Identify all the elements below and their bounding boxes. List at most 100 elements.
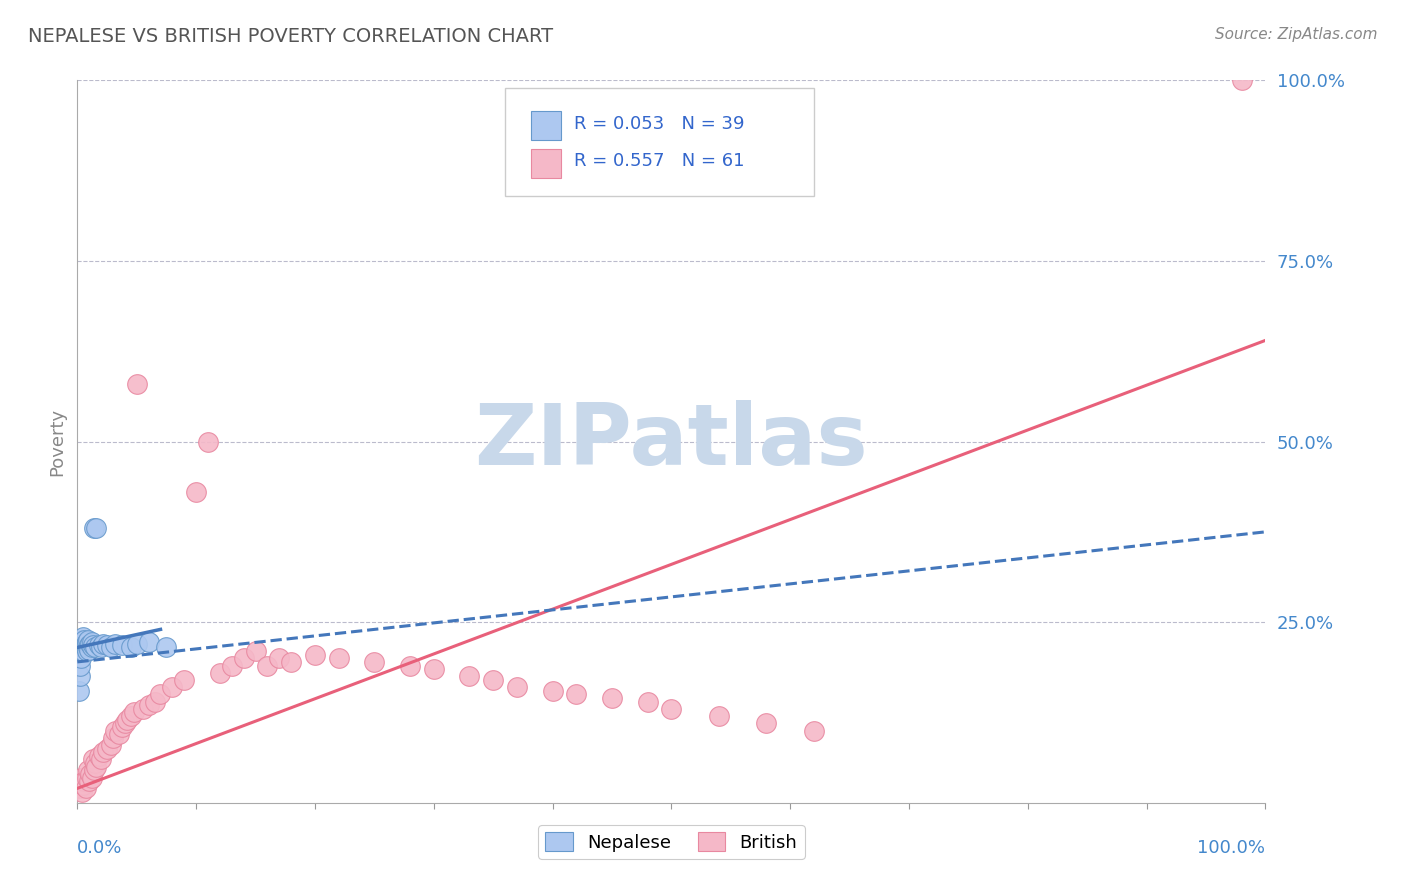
Point (70, 633, 93, 648)
Point (208, 665, 231, 680)
Point (70, 651, 93, 665)
Point (73, 774, 96, 789)
Point (77, 638, 100, 652)
Point (269, 651, 291, 665)
Point (482, 673, 505, 687)
Point (114, 716, 136, 731)
Point (76, 644, 98, 658)
Point (70, 637, 93, 651)
Text: R = 0.053   N = 39: R = 0.053 N = 39 (574, 115, 744, 133)
Point (69, 658, 91, 673)
Point (84, 756, 107, 770)
Point (125, 376, 148, 391)
Point (458, 669, 481, 683)
Point (70, 640, 93, 655)
Point (173, 673, 195, 687)
Point (143, 695, 166, 709)
Point (280, 655, 302, 669)
Point (423, 662, 446, 676)
Point (93, 637, 115, 651)
Point (79, 637, 101, 651)
Point (104, 637, 127, 651)
Point (75, 637, 97, 651)
Point (108, 727, 131, 741)
Point (90, 640, 112, 655)
Point (637, 695, 659, 709)
Point (70, 644, 93, 658)
Point (96, 741, 118, 756)
Point (328, 651, 350, 665)
Point (77, 640, 100, 655)
Point (755, 716, 778, 731)
Point (399, 658, 422, 673)
Point (67, 683, 90, 698)
Point (86, 760, 108, 774)
Point (120, 640, 142, 655)
Point (69, 781, 91, 796)
Point (73, 633, 96, 648)
Point (256, 658, 278, 673)
Point (803, 723, 825, 738)
Point (70, 785, 93, 799)
Point (86, 521, 108, 535)
Text: Source: ZipAtlas.com: Source: ZipAtlas.com (1215, 27, 1378, 42)
Point (138, 635, 160, 649)
Point (80, 635, 103, 649)
Point (506, 680, 529, 694)
Point (100, 738, 122, 752)
Point (125, 637, 148, 651)
Y-axis label: Poverty: Poverty (48, 408, 66, 475)
Point (82, 638, 104, 652)
Point (72, 630, 94, 644)
Point (72, 644, 94, 658)
Point (84, 640, 107, 655)
FancyBboxPatch shape (505, 87, 814, 196)
Point (363, 655, 385, 669)
Point (124, 706, 146, 720)
Point (76, 635, 98, 649)
Point (245, 644, 267, 658)
Point (1230, 73, 1253, 87)
Point (120, 709, 142, 723)
Point (197, 434, 219, 449)
Point (83, 764, 105, 778)
Point (162, 680, 184, 694)
Text: R = 0.557   N = 61: R = 0.557 N = 61 (574, 153, 744, 170)
Point (82, 752, 104, 766)
Point (104, 723, 127, 738)
Point (221, 658, 243, 673)
FancyBboxPatch shape (531, 111, 561, 139)
Point (75, 640, 97, 655)
Point (565, 687, 588, 701)
Point (79, 767, 101, 781)
Point (131, 702, 153, 716)
Point (77, 633, 100, 648)
Point (90, 752, 112, 766)
Point (72, 778, 94, 792)
Point (72, 637, 94, 651)
Legend: Nepalese, British: Nepalese, British (538, 825, 804, 859)
Point (77, 642, 100, 657)
Point (232, 651, 254, 665)
Point (75, 781, 97, 796)
Text: 0.0%: 0.0% (77, 838, 122, 857)
Point (87, 638, 110, 652)
Point (111, 720, 134, 734)
Text: 100.0%: 100.0% (1198, 838, 1265, 857)
Point (661, 702, 683, 716)
Point (304, 648, 326, 662)
Point (707, 709, 730, 723)
Point (186, 485, 208, 500)
Point (77, 764, 100, 778)
Point (76, 771, 98, 785)
Text: NEPALESE VS BRITISH POVERTY CORRELATION CHART: NEPALESE VS BRITISH POVERTY CORRELATION … (28, 27, 553, 45)
Point (96, 638, 118, 652)
Text: ZIPatlas: ZIPatlas (474, 400, 869, 483)
Point (80, 771, 103, 785)
Point (93, 745, 115, 759)
Point (149, 687, 172, 701)
Point (73, 638, 96, 652)
Point (600, 691, 623, 706)
Point (541, 683, 564, 698)
Point (77, 774, 100, 789)
